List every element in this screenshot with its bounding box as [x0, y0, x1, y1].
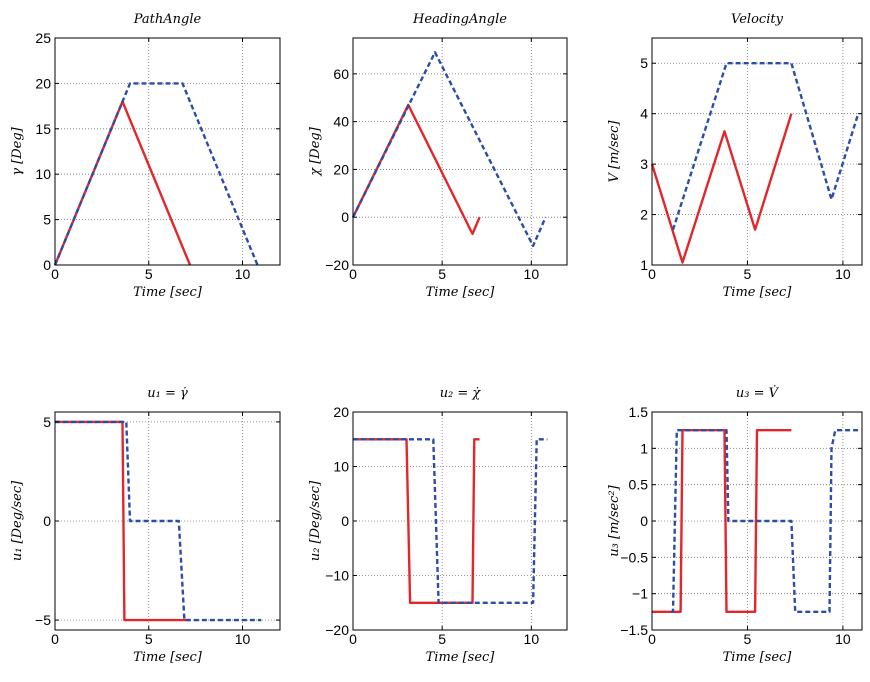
y-tick-label: 4 [640, 106, 648, 122]
x-tick-label: 5 [145, 631, 153, 647]
y-tick-label: 20 [333, 161, 349, 177]
axes-box [54, 37, 281, 266]
x-axis-label: Time [sec] [426, 650, 496, 665]
series-line-dashed [351, 51, 547, 248]
y-tick-label: 1.5 [629, 404, 649, 420]
y-tick-label: 0 [43, 513, 51, 529]
y-tick-label: −0.5 [620, 549, 648, 565]
series-line-dashed [353, 438, 548, 604]
y-tick-label: 20 [333, 404, 349, 420]
y-tick-label: −1 [632, 586, 648, 602]
series-line-solid [351, 103, 481, 236]
chart-title: HeadingAngle [412, 12, 507, 27]
series-line-dashed [671, 429, 859, 613]
y-tick-label: 5 [640, 55, 648, 71]
y-tick-label: −20 [325, 257, 349, 273]
y-axis-label: u₃ [m/sec²] [607, 484, 622, 556]
series-line-dashed [53, 82, 259, 266]
y-tick-label: 10 [35, 166, 51, 182]
y-tick-label: 5 [43, 414, 51, 430]
y-tick-label: 40 [333, 114, 349, 130]
y-tick-label: 10 [333, 459, 349, 475]
y-tick-label: 0 [341, 209, 349, 225]
y-tick-label: −5 [35, 612, 51, 628]
x-tick-label: 5 [145, 266, 153, 282]
y-tick-label: 1 [640, 257, 648, 273]
y-tick-label: −10 [325, 568, 349, 584]
y-tick-label: 20 [35, 75, 51, 91]
y-tick-label: 2 [640, 207, 648, 223]
chart-title: u₂ = χ̇ [440, 386, 482, 401]
y-axis-label: χ [Deg] [308, 126, 323, 177]
x-tick-label: 0 [51, 631, 59, 647]
x-tick-label: 0 [648, 631, 656, 647]
y-tick-label: 25 [35, 30, 51, 46]
x-tick-label: 10 [524, 631, 540, 647]
x-tick-label: 5 [744, 266, 752, 282]
x-tick-label: 0 [349, 266, 357, 282]
x-tick-label: 10 [235, 631, 251, 647]
y-tick-label: 15 [35, 121, 51, 137]
chart-title: Velocity [731, 12, 784, 27]
y-tick-label: 0 [640, 513, 648, 529]
x-tick-label: 5 [744, 631, 752, 647]
x-tick-label: 0 [648, 266, 656, 282]
x-axis-label: Time [sec] [723, 285, 793, 300]
x-axis-label: Time [sec] [133, 650, 203, 665]
x-tick-label: 10 [235, 266, 251, 282]
y-axis-label: γ [Deg] [10, 126, 25, 175]
chart-panel-5: 0 5 10 −20 −10 0 10 20 u₂ = χ̇ Time [sec] u₂ [Deg/… [308, 386, 568, 665]
series-line-dashed [55, 420, 262, 622]
y-axis-label: u₂ [Deg/sec] [308, 480, 323, 561]
chart-title: PathAngle [133, 12, 202, 27]
x-axis-label: Time [sec] [426, 285, 496, 300]
chart-panel-1: 0 5 10 0 5 10 15 20 25 PathAngle Time [sec] γ [Deg] [10, 12, 281, 300]
x-axis-label: Time [sec] [133, 285, 203, 300]
y-tick-label: 0 [341, 513, 349, 529]
y-tick-label: 0 [43, 257, 51, 273]
y-axis-label: V [m/sec] [607, 120, 622, 183]
series-line-dashed [671, 62, 860, 231]
chart-panel-3: 0 5 10 1 2 3 4 5 Velocity Time [sec] V [m/sec] [607, 12, 863, 300]
x-tick-label: 10 [835, 266, 851, 282]
series-line-solid [652, 429, 792, 613]
axes-box [651, 37, 863, 266]
chart-panel-6: 0 5 10 −1.5 −1 −0.5 0 0.5 1 1.5 u₃ = V̇ Time [sec] u… [607, 385, 863, 665]
chart-title: u₁ = γ̇ [147, 386, 188, 401]
y-tick-label: −1.5 [620, 622, 648, 638]
series-line-solid [650, 113, 793, 264]
x-tick-label: 10 [835, 631, 851, 647]
y-tick-label: 1 [640, 440, 648, 456]
y-tick-label: −20 [325, 622, 349, 638]
y-axis-label: u₁ [Deg/sec] [10, 480, 25, 561]
plot-area [55, 38, 280, 265]
plot-area [652, 38, 862, 265]
y-tick-label: 5 [43, 212, 51, 228]
chart-title: u₃ = V̇ [736, 385, 780, 401]
y-tick-label: 60 [333, 66, 349, 82]
x-tick-label: 10 [524, 266, 540, 282]
axes-box [352, 37, 568, 266]
x-tick-label: 0 [349, 631, 357, 647]
x-tick-label: 5 [438, 266, 446, 282]
y-tick-label: 3 [640, 156, 648, 172]
x-tick-label: 0 [51, 266, 59, 282]
y-tick-label: 0.5 [629, 477, 649, 493]
x-axis-label: Time [sec] [723, 650, 793, 665]
x-tick-label: 5 [438, 631, 446, 647]
